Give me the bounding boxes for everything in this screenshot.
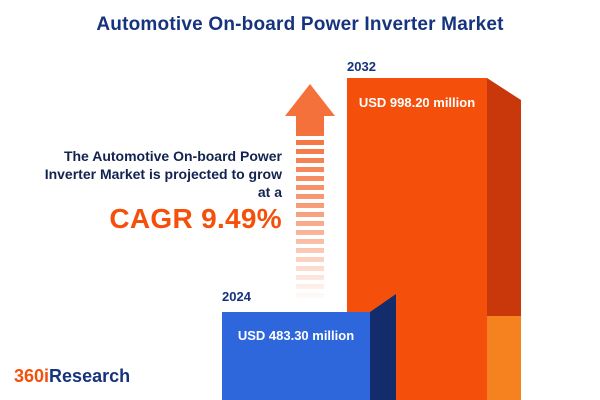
up-arrow-icon xyxy=(285,84,335,116)
annotation-line-1: The Automotive On-board Power xyxy=(63,148,282,164)
growth-arrow-neck xyxy=(296,115,324,131)
brand-logo-suffix: Research xyxy=(49,366,131,386)
bar-2032-value-label: USD 998.20 million xyxy=(358,95,476,110)
bar-2024-side-face xyxy=(370,294,396,400)
growth-annotation: The Automotive On-board Power Inverter M… xyxy=(0,147,282,234)
bar-2024-value-label: USD 483.30 million xyxy=(237,328,355,343)
cagr-value: CAGR 9.49% xyxy=(109,203,282,234)
page-title: Automotive On-board Power Inverter Marke… xyxy=(96,14,504,35)
bar-2024-year-label: 2024 xyxy=(222,289,251,304)
brand-logo: 360iResearch xyxy=(14,366,130,387)
bar-2032-year-label: 2032 xyxy=(347,59,376,74)
annotation-line-3: at a xyxy=(257,184,282,200)
bar-2032-side-face xyxy=(487,78,521,316)
bar-2032-side-face-lower xyxy=(487,316,521,400)
annotation-line-2: Inverter Market is projected to grow xyxy=(44,166,282,182)
bar-2024-front-face xyxy=(222,312,370,400)
growth-arrow-fade xyxy=(294,131,326,301)
brand-logo-prefix: 360i xyxy=(14,366,50,386)
